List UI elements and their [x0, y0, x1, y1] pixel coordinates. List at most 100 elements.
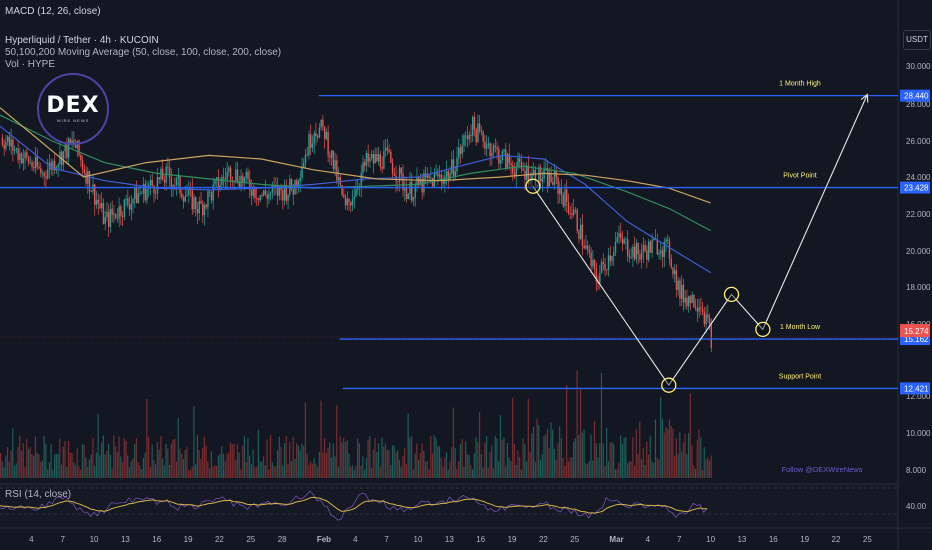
- candle-body: [701, 308, 704, 312]
- candle-body: [473, 116, 476, 130]
- candle-body: [318, 127, 321, 138]
- candle-body: [101, 202, 103, 208]
- candle-body: [215, 177, 218, 181]
- volume-bar: [548, 448, 550, 478]
- candle-body: [240, 175, 242, 188]
- volume-bar: [107, 443, 110, 478]
- volume-bar: [318, 452, 320, 478]
- candle-body: [350, 202, 352, 206]
- volume-bar: [684, 434, 686, 478]
- volume-bar: [269, 435, 272, 478]
- volume-bar: [372, 449, 374, 478]
- candle-body: [236, 169, 239, 182]
- volume-bar: [332, 443, 334, 478]
- candle-body: [320, 119, 322, 128]
- candle-body: [102, 202, 105, 224]
- volume-bar: [330, 457, 333, 478]
- candle-body: [83, 169, 85, 173]
- candle-body: [600, 261, 603, 273]
- volume-bar: [151, 444, 153, 478]
- volume-bar: [210, 451, 212, 478]
- candle-body: [245, 171, 247, 178]
- volume-bar: [184, 450, 186, 478]
- volume-bar: [430, 436, 432, 478]
- volume-bar: [593, 421, 596, 478]
- volume-bar: [320, 400, 322, 478]
- candle-body: [332, 150, 335, 169]
- volume-bar: [459, 444, 461, 478]
- volume-bar: [149, 466, 151, 478]
- candle-body: [78, 140, 80, 155]
- volume-bar: [250, 464, 252, 478]
- volume-bar: [611, 441, 613, 478]
- candle-body: [383, 151, 385, 169]
- candle-body: [621, 238, 624, 244]
- volume-bar: [135, 438, 138, 478]
- time-tick-label: 16: [152, 535, 161, 544]
- volume-bar: [513, 444, 515, 478]
- candle-body: [95, 199, 98, 205]
- volume-bar: [26, 439, 28, 478]
- volume-bar: [132, 458, 134, 478]
- level-1-month-high-price-text: 28.440: [904, 92, 929, 101]
- volume-bar: [303, 445, 305, 478]
- volume-bar: [127, 455, 129, 478]
- candle-body: [696, 308, 699, 312]
- candle-body: [210, 192, 213, 201]
- volume-bar: [578, 434, 580, 478]
- volume-bar: [566, 385, 568, 478]
- volume-bar: [418, 459, 420, 478]
- candle-body: [221, 176, 223, 186]
- candle-body: [548, 172, 551, 187]
- candle-body: [505, 149, 507, 168]
- volume-bar: [242, 445, 244, 478]
- candle-body: [559, 188, 561, 194]
- volume-bar: [445, 452, 448, 478]
- candle-body: [599, 272, 601, 284]
- volume-bar: [163, 465, 165, 478]
- candle-body: [637, 243, 639, 255]
- volume-bar: [686, 453, 688, 478]
- candle-body: [228, 167, 230, 172]
- volume-bar: [257, 429, 259, 478]
- candle-body: [24, 152, 26, 159]
- volume-bar: [182, 459, 185, 478]
- candle-body: [355, 188, 357, 197]
- candle-body: [188, 187, 190, 195]
- volume-bar: [560, 437, 563, 478]
- volume-bar: [651, 461, 653, 478]
- candle-body: [639, 254, 641, 260]
- candle-body: [679, 280, 681, 299]
- volume-bar: [590, 434, 592, 478]
- candle-body: [707, 314, 709, 318]
- currency-unit-button[interactable]: USDT: [903, 30, 931, 50]
- volume-bar: [43, 436, 45, 478]
- volume-bar: [458, 460, 460, 478]
- candle-body: [142, 183, 145, 194]
- volume-bar: [539, 459, 542, 478]
- time-tick-label: 13: [737, 535, 746, 544]
- price-tick-label: 20.000: [906, 247, 931, 256]
- volume-bar: [564, 465, 566, 478]
- volume-bar: [238, 452, 240, 478]
- candle-body: [653, 238, 655, 241]
- volume-bar: [625, 437, 627, 478]
- volume-bar: [301, 443, 303, 478]
- volume-bar: [402, 455, 404, 478]
- candle-body: [627, 239, 629, 256]
- candle-body: [135, 187, 138, 204]
- volume-bar: [571, 457, 573, 478]
- candle-body: [478, 123, 481, 131]
- candle-body: [703, 311, 706, 325]
- candle-body: [454, 171, 456, 177]
- candle-body: [334, 160, 336, 169]
- volume-bar: [268, 469, 270, 478]
- volume-bar: [203, 436, 205, 478]
- candle-body: [506, 153, 509, 168]
- candle-body: [579, 224, 582, 239]
- volume-bar: [604, 466, 606, 478]
- candle-body: [90, 191, 92, 193]
- candle-body: [292, 189, 294, 195]
- volume-bar: [707, 456, 709, 478]
